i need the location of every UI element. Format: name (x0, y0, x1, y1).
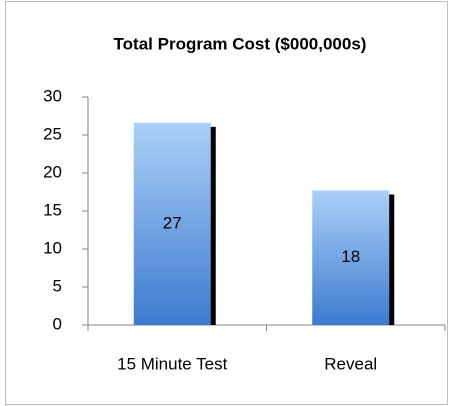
y-tick-label: 25 (43, 124, 62, 143)
bar (312, 190, 390, 325)
x-tick-label: 15 Minute Test (117, 354, 228, 373)
y-tick-label: 20 (43, 162, 62, 181)
y-tick-label: 5 (53, 276, 62, 295)
y-tick-label: 10 (43, 238, 62, 257)
data-label: 27 (163, 213, 182, 232)
data-label: 18 (341, 247, 360, 266)
bar (133, 122, 211, 325)
y-tick-label: 0 (53, 314, 62, 333)
chart-title: Total Program Cost ($000,000s) (114, 34, 367, 53)
y-tick-label: 15 (43, 200, 62, 219)
x-tick-label: Reveal (324, 354, 377, 373)
y-tick-label: 30 (43, 86, 62, 105)
